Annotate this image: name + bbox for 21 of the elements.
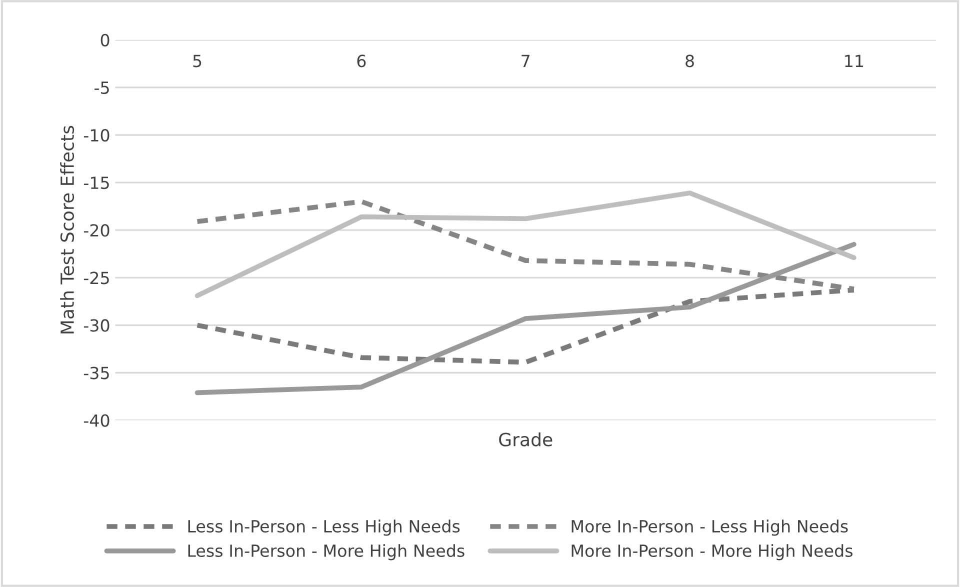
y-axis-title: Math Test Score Effects (60, 126, 74, 334)
y-tick-label: -10 (84, 128, 110, 142)
y-tick-label: -40 (84, 414, 110, 427)
y-tick-label: -25 (84, 272, 109, 284)
y-tick-label: -20 (84, 224, 110, 237)
x-axis-title: Grade (499, 432, 552, 446)
x-tick-label: 5 (193, 54, 202, 68)
x-tick-label: 6 (357, 54, 366, 68)
legend-label: More In-Person - More High Needs (572, 544, 852, 560)
y-tick-label: -5 (94, 82, 109, 94)
x-tick-label: 8 (686, 54, 694, 68)
x-tick-label: 7 (522, 54, 530, 68)
y-tick-label: -30 (84, 319, 110, 332)
line-series (194, 242, 856, 396)
y-tick-label: 0 (100, 34, 110, 46)
legend-label: More In-Person - Less High Needs (572, 520, 848, 536)
legend-label: Less In-Person - More High Needs (188, 544, 464, 560)
x-tick-label: 11 (845, 54, 863, 68)
y-tick-label: -35 (84, 366, 109, 380)
y-tick-label: -15 (84, 176, 109, 190)
legend-label: Less In-Person - Less High Needs (188, 520, 460, 536)
